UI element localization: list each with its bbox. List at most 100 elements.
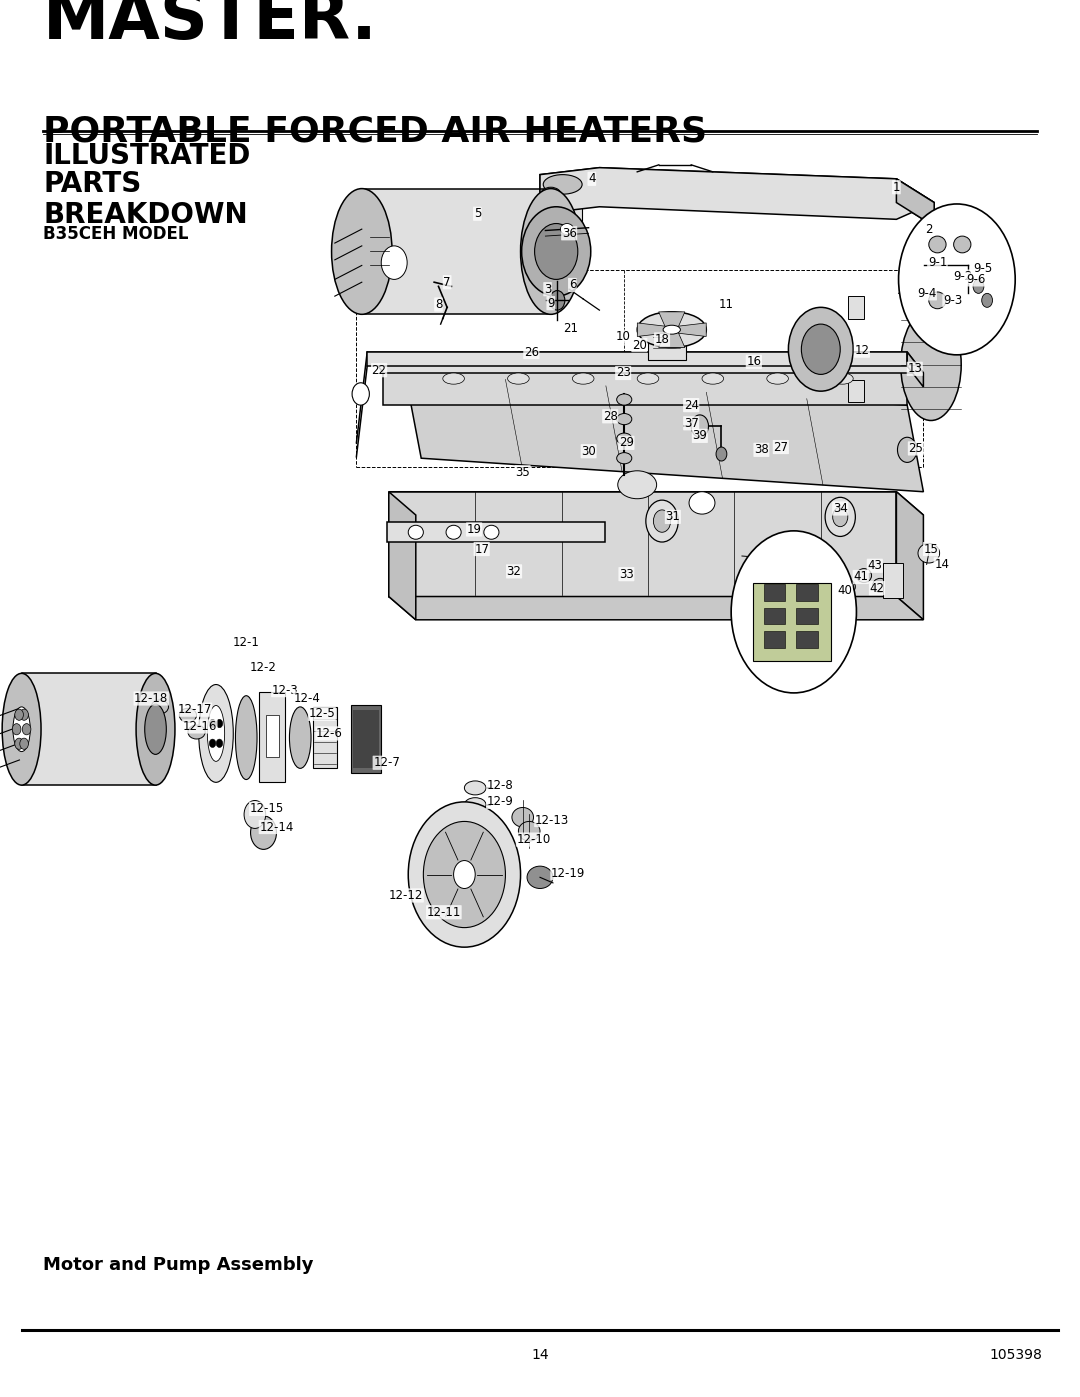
Text: 41: 41 bbox=[853, 570, 868, 584]
Text: 12-6: 12-6 bbox=[316, 726, 342, 740]
Text: 24: 24 bbox=[684, 398, 699, 412]
Polygon shape bbox=[543, 184, 582, 235]
Ellipse shape bbox=[484, 525, 499, 539]
Ellipse shape bbox=[15, 710, 24, 721]
Ellipse shape bbox=[423, 821, 505, 928]
Text: 25: 25 bbox=[908, 441, 923, 455]
Ellipse shape bbox=[521, 189, 581, 314]
Text: 9: 9 bbox=[548, 296, 554, 310]
Ellipse shape bbox=[617, 433, 632, 444]
Text: 42: 42 bbox=[869, 581, 885, 595]
Ellipse shape bbox=[464, 781, 486, 795]
Text: 9-3: 9-3 bbox=[943, 293, 962, 307]
Polygon shape bbox=[367, 352, 907, 366]
Ellipse shape bbox=[618, 471, 657, 499]
Ellipse shape bbox=[13, 707, 30, 752]
Ellipse shape bbox=[210, 719, 216, 728]
Ellipse shape bbox=[929, 292, 946, 309]
Text: 12-4: 12-4 bbox=[294, 692, 320, 705]
Text: 12-12: 12-12 bbox=[389, 888, 423, 902]
Ellipse shape bbox=[691, 415, 708, 437]
Polygon shape bbox=[389, 492, 923, 515]
Text: PORTABLE FORCED AIR HEATERS: PORTABLE FORCED AIR HEATERS bbox=[43, 115, 707, 148]
Text: 43: 43 bbox=[867, 559, 882, 573]
Ellipse shape bbox=[15, 738, 24, 749]
Text: 37: 37 bbox=[684, 416, 699, 430]
Text: 30: 30 bbox=[581, 444, 596, 458]
Ellipse shape bbox=[540, 187, 562, 204]
Text: 38: 38 bbox=[754, 443, 769, 457]
Ellipse shape bbox=[23, 724, 31, 735]
Polygon shape bbox=[540, 168, 934, 226]
Ellipse shape bbox=[332, 189, 392, 314]
Ellipse shape bbox=[897, 437, 917, 462]
Ellipse shape bbox=[464, 798, 486, 812]
Polygon shape bbox=[896, 179, 934, 226]
Bar bbox=[796, 584, 818, 601]
Text: 5: 5 bbox=[474, 207, 481, 221]
Text: 16: 16 bbox=[746, 355, 761, 369]
Text: 12-5: 12-5 bbox=[309, 707, 335, 721]
Text: ILLUSTRATED: ILLUSTRATED bbox=[43, 142, 251, 170]
Text: 14: 14 bbox=[531, 1348, 549, 1362]
Polygon shape bbox=[389, 492, 416, 620]
Bar bbox=[883, 563, 903, 598]
Ellipse shape bbox=[518, 821, 540, 841]
Polygon shape bbox=[896, 492, 923, 620]
Ellipse shape bbox=[646, 500, 678, 542]
Text: 9-6: 9-6 bbox=[967, 272, 986, 286]
Text: 12-8: 12-8 bbox=[487, 778, 513, 792]
Polygon shape bbox=[362, 189, 551, 314]
Text: 12-3: 12-3 bbox=[272, 683, 298, 697]
Ellipse shape bbox=[840, 580, 855, 594]
Text: 31: 31 bbox=[665, 510, 680, 524]
Text: 9-5: 9-5 bbox=[973, 261, 993, 275]
Text: 8: 8 bbox=[435, 298, 442, 312]
Ellipse shape bbox=[901, 309, 961, 420]
Text: 15: 15 bbox=[923, 542, 939, 556]
Ellipse shape bbox=[856, 569, 872, 583]
Text: 32: 32 bbox=[507, 564, 522, 578]
Ellipse shape bbox=[443, 373, 464, 384]
Text: 19: 19 bbox=[467, 522, 482, 536]
Ellipse shape bbox=[825, 497, 855, 536]
Ellipse shape bbox=[550, 291, 565, 310]
Ellipse shape bbox=[833, 507, 848, 527]
Ellipse shape bbox=[210, 739, 216, 747]
Ellipse shape bbox=[188, 725, 205, 739]
Bar bbox=[351, 705, 381, 773]
Ellipse shape bbox=[512, 807, 534, 827]
Ellipse shape bbox=[136, 673, 175, 785]
Ellipse shape bbox=[527, 866, 553, 888]
Text: 9-4: 9-4 bbox=[917, 286, 936, 300]
Ellipse shape bbox=[653, 510, 671, 532]
Text: 17: 17 bbox=[474, 542, 489, 556]
Ellipse shape bbox=[408, 525, 423, 539]
Circle shape bbox=[899, 204, 1015, 355]
Ellipse shape bbox=[19, 738, 28, 749]
Text: 12-17: 12-17 bbox=[177, 703, 212, 717]
Text: 12-2: 12-2 bbox=[251, 661, 276, 675]
Polygon shape bbox=[389, 597, 923, 620]
Text: MASTER.: MASTER. bbox=[43, 0, 378, 53]
Bar bbox=[753, 583, 831, 661]
Ellipse shape bbox=[973, 279, 984, 293]
Polygon shape bbox=[22, 673, 156, 785]
Ellipse shape bbox=[2, 673, 41, 785]
Text: 105398: 105398 bbox=[989, 1348, 1042, 1362]
Bar bbox=[764, 631, 785, 648]
Text: 12: 12 bbox=[854, 344, 869, 358]
Text: 39: 39 bbox=[692, 429, 707, 443]
Bar bbox=[848, 380, 864, 402]
Text: 27: 27 bbox=[773, 440, 788, 454]
Ellipse shape bbox=[918, 543, 940, 563]
Ellipse shape bbox=[873, 578, 888, 592]
Ellipse shape bbox=[381, 246, 407, 279]
Polygon shape bbox=[659, 312, 685, 330]
Ellipse shape bbox=[929, 236, 946, 253]
Text: 6: 6 bbox=[569, 278, 576, 292]
Ellipse shape bbox=[663, 326, 680, 334]
Ellipse shape bbox=[216, 739, 222, 747]
Ellipse shape bbox=[801, 324, 840, 374]
Ellipse shape bbox=[235, 696, 257, 780]
